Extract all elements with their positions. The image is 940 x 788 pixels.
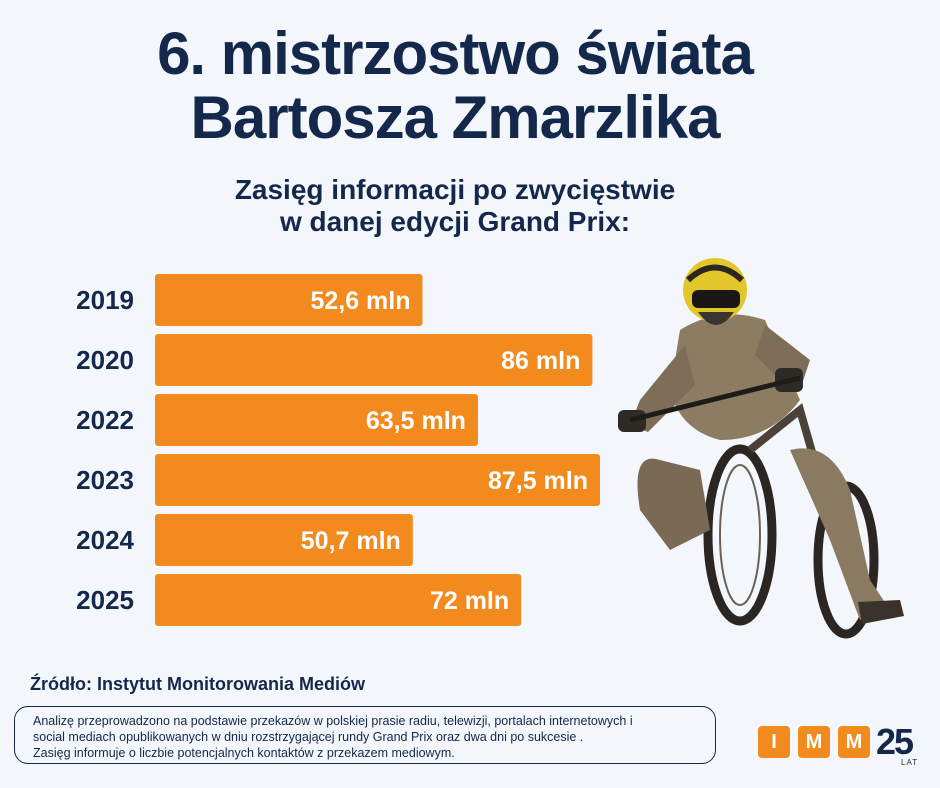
bar-chart: 2019 52,6 mln 2020 86 mln 2022 63,5 mln 2023 87… <box>76 274 600 626</box>
value-label-2019: 52,6 mln <box>310 287 410 315</box>
logo-letter-i: I <box>758 726 790 758</box>
source-label: Źródło: Instytut Monitorowania Mediów <box>30 674 365 694</box>
bar-2019 <box>155 274 423 326</box>
bar-2025 <box>155 574 522 626</box>
category-label-2025: 2025 <box>76 585 134 615</box>
note-line-2: social mediach opublikowanych w dniu roz… <box>33 730 584 744</box>
subtitle-line-2: w danej edycji Grand Prix: <box>279 206 631 237</box>
bar-2024 <box>155 514 413 566</box>
value-label-2025: 72 mln <box>430 587 509 615</box>
value-label-2020: 86 mln <box>501 347 580 375</box>
title-line-1: 6. mistrzostwo świata <box>157 20 754 87</box>
bar-2023 <box>155 454 600 506</box>
page-title: 6. mistrzostwo świata Bartosza Zmarzlika <box>0 22 910 150</box>
note-line-1: Analizę przeprowadzono na podstawie prze… <box>33 714 633 728</box>
rider-illustration <box>618 258 904 639</box>
category-label-2023: 2023 <box>76 465 134 495</box>
chart-subtitle: Zasięg informacji po zwycięstwie w danej… <box>0 174 910 238</box>
value-label-2022: 63,5 mln <box>366 407 466 435</box>
category-label-2024: 2024 <box>76 525 134 555</box>
category-label-2019: 2019 <box>76 285 134 315</box>
logo-letter-m2: M <box>838 726 870 758</box>
value-label-2024: 50,7 mln <box>301 527 401 555</box>
bar-2020 <box>155 334 593 386</box>
subtitle-line-1: Zasięg informacji po zwycięstwie <box>234 174 676 205</box>
category-label-2020: 2020 <box>76 345 134 375</box>
value-label-2023: 87,5 mln <box>488 467 588 495</box>
note-line-3: Zasięg informuje o liczbie potencjalnych… <box>33 746 455 760</box>
category-label-2022: 2022 <box>76 405 134 435</box>
logo-letter-m1: M <box>798 726 830 758</box>
title-line-2: Bartosza Zmarzlika <box>190 84 721 151</box>
logo-anniversary-word: LAT <box>901 758 919 767</box>
logo-anniversary-number: 25 <box>876 721 914 762</box>
bar-2022 <box>155 394 478 446</box>
methodology-note: Analizę przeprowadzono na podstawie prze… <box>14 706 716 764</box>
